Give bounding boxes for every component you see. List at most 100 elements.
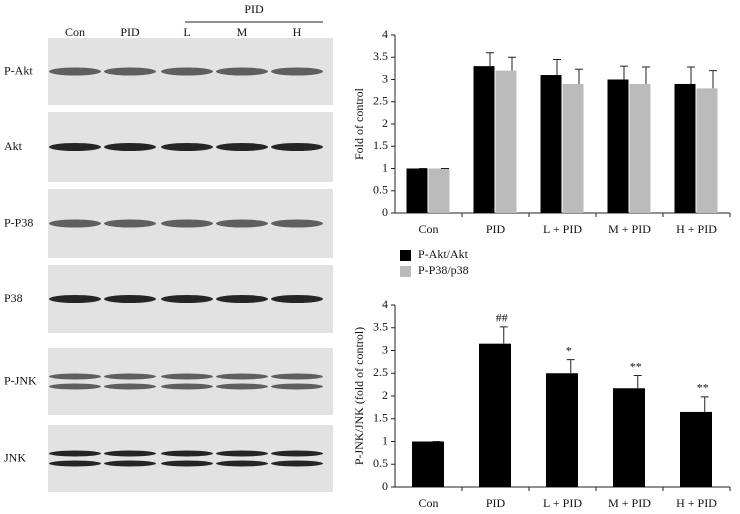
x-tick-label: Con (418, 222, 438, 236)
y-tick-label: 1 (382, 160, 388, 174)
blot-band (271, 295, 323, 303)
error-bar (499, 326, 508, 344)
lane-label: H (293, 25, 302, 39)
y-tick-label: 0.5 (373, 183, 388, 197)
blot-band (104, 143, 156, 151)
lane-label: PID (120, 25, 140, 39)
bar (412, 441, 444, 487)
blot-band (49, 67, 101, 76)
blot-header: PID (244, 2, 264, 16)
x-tick-label: PID (486, 222, 506, 236)
bar (680, 411, 712, 487)
y-tick-label: 4 (382, 297, 388, 311)
row-label: Akt (4, 139, 23, 153)
y-tick-label: 1.5 (373, 138, 388, 152)
blot-band (49, 383, 101, 390)
error-bar (486, 52, 494, 67)
blot-band (104, 295, 156, 303)
error-bar (508, 56, 516, 71)
error-bar (709, 70, 717, 89)
blot-band (271, 67, 323, 76)
x-tick-label: M + PID (608, 222, 651, 236)
lane-label: M (237, 25, 248, 39)
y-tick-label: 2.5 (373, 94, 388, 108)
blot-band (161, 295, 213, 303)
y-tick-label: 3 (382, 71, 388, 85)
error-bar (566, 359, 575, 374)
legend-swatch (400, 266, 411, 277)
y-tick-label: 1.5 (373, 411, 388, 425)
blot-band (104, 450, 156, 457)
blot-panel (48, 348, 333, 415)
blot-band (161, 373, 213, 380)
legend-swatch (400, 250, 411, 261)
y-axis-label: P-JNK/JNK (fold of control) (352, 327, 366, 465)
x-tick-label: PID (486, 496, 506, 510)
x-tick-label: M + PID (608, 496, 651, 510)
blot-band (104, 219, 156, 228)
blot-band (49, 450, 101, 457)
x-tick-label: H + PID (676, 496, 717, 510)
blot-band (49, 295, 101, 303)
legend-label: P-P38/p38 (418, 263, 469, 277)
blot-band (216, 67, 268, 76)
y-tick-label: 0 (382, 479, 388, 493)
error-bar (620, 65, 628, 80)
blot-band (216, 295, 268, 303)
x-tick-label: H + PID (676, 222, 717, 236)
bar (613, 388, 645, 487)
annotation: ** (630, 359, 642, 373)
y-tick-label: 0.5 (373, 456, 388, 470)
bar (629, 83, 651, 213)
blot-band (49, 373, 101, 380)
y-tick-label: 3.5 (373, 49, 388, 63)
y-tick-label: 3.5 (373, 320, 388, 334)
y-tick-label: 2 (382, 388, 388, 402)
blot-band (104, 373, 156, 380)
row-label: P38 (4, 291, 23, 305)
blot-band (271, 460, 323, 467)
blot-band (161, 143, 213, 151)
y-tick-label: 4 (382, 27, 388, 41)
blot-band (271, 143, 323, 151)
blot-band (104, 67, 156, 76)
blot-band (216, 450, 268, 457)
y-tick-label: 0 (382, 205, 388, 219)
blot-band (216, 383, 268, 390)
bar (674, 83, 696, 213)
blot-band (104, 383, 156, 390)
bar (540, 75, 562, 213)
bar (479, 343, 511, 487)
error-bar (642, 66, 650, 84)
blot-band (271, 450, 323, 457)
bar (696, 88, 718, 213)
blot-band (161, 383, 213, 390)
x-tick-label: Con (418, 496, 438, 510)
annotation: * (566, 343, 572, 357)
blot-band (216, 460, 268, 467)
y-tick-label: 2.5 (373, 365, 388, 379)
y-tick-label: 3 (382, 342, 388, 356)
x-tick-label: L + PID (543, 222, 582, 236)
error-bar (687, 66, 695, 84)
blot-band (271, 383, 323, 390)
blot-band (104, 460, 156, 467)
blot-panel (48, 425, 333, 492)
row-label: P-P38 (4, 215, 33, 229)
bar (562, 83, 584, 213)
row-label: P-JNK (4, 373, 37, 387)
y-axis-label: Fold of control (352, 87, 366, 160)
y-tick-label: 1 (382, 433, 388, 447)
legend-label: P-Akt/Akt (418, 247, 469, 261)
bar (546, 373, 578, 487)
row-label: JNK (4, 450, 26, 464)
blot-band (161, 219, 213, 228)
blot-band (49, 219, 101, 228)
error-bar (633, 375, 642, 389)
error-bar (700, 396, 709, 412)
annotation: ** (697, 381, 709, 395)
lane-label: Con (65, 25, 85, 39)
bar (406, 168, 428, 213)
blot-band (271, 219, 323, 228)
annotation: ## (496, 311, 508, 325)
